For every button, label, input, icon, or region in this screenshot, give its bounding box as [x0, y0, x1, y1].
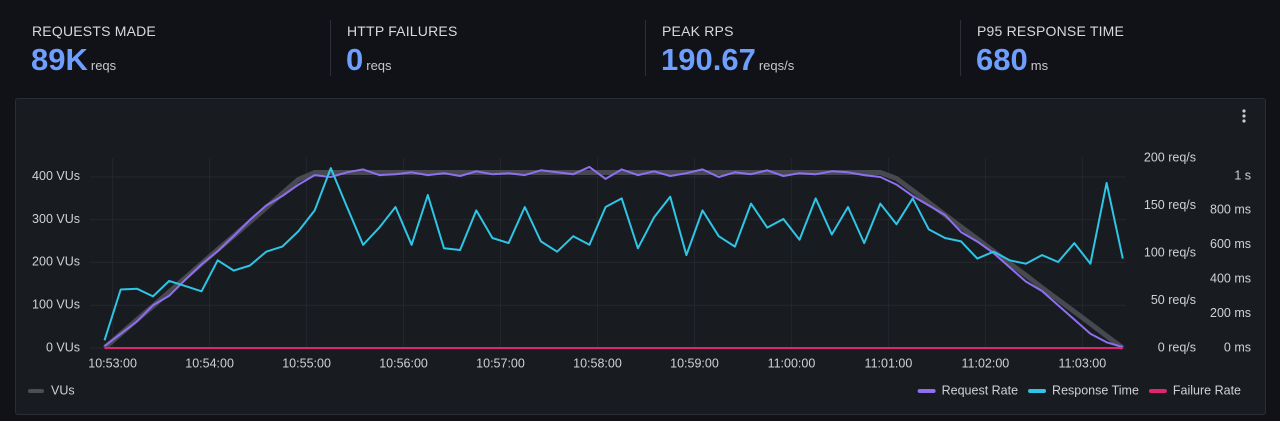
- stat-unit: reqs/s: [758, 58, 795, 73]
- x-tick-label: 11:00:00: [768, 356, 816, 370]
- stat-value-row: 89K reqs: [31, 42, 116, 78]
- y2-tick-label: 0 req/s: [1158, 340, 1196, 354]
- stats-bar: REQUESTS MADE 89K reqs HTTP FAILURES 0 req…: [0, 0, 1280, 90]
- menu-dot: [1242, 119, 1246, 123]
- stat-card: HTTP FAILURES 0 reqs: [329, 14, 629, 80]
- x-tick-label: 10:59:00: [670, 356, 719, 370]
- stat-value: 89K: [31, 42, 88, 77]
- x-tick-label: 11:03:00: [1058, 356, 1106, 370]
- stat-value-row: 0 reqs: [346, 42, 392, 78]
- x-tick-label: 11:01:00: [865, 356, 913, 370]
- stat-value-row: 190.67 reqs/s: [661, 42, 794, 78]
- x-tick-label: 10:56:00: [379, 356, 428, 370]
- stat-value-row: 680 ms: [976, 42, 1048, 78]
- x-tick-label: 11:02:00: [962, 356, 1010, 370]
- y-tick-label: 300 VUs: [32, 212, 80, 226]
- x-tick-label: 10:54:00: [185, 356, 234, 370]
- y2-tick-label: 200 req/s: [1144, 150, 1196, 164]
- x-tick-label: 10:53:00: [88, 356, 137, 370]
- y-tick-label: 200 VUs: [32, 255, 80, 269]
- stat-card: P95 RESPONSE TIME 680 ms: [959, 14, 1259, 80]
- y-tick-label: 100 VUs: [32, 298, 80, 312]
- y3-tick-label: 600 ms: [1210, 237, 1251, 251]
- separator: [960, 20, 961, 76]
- stat-card: PEAK RPS 190.67 reqs/s: [644, 14, 944, 80]
- legend-label: Response Time: [1052, 383, 1139, 397]
- stat-label: HTTP FAILURES: [347, 23, 458, 39]
- chart-panel: [15, 98, 1266, 415]
- y2-tick-label: 50 req/s: [1151, 293, 1196, 307]
- series-line: [103, 167, 1124, 341]
- stat-unit: reqs: [90, 58, 117, 73]
- separator: [645, 20, 646, 76]
- legend-label: VUs: [51, 383, 75, 397]
- y3-tick-label: 800 ms: [1210, 203, 1251, 217]
- y-tick-label: 0 VUs: [46, 340, 80, 354]
- stat-value: 190.67: [661, 42, 756, 77]
- stat-unit: reqs: [366, 58, 392, 73]
- stat-card: REQUESTS MADE 89K reqs: [14, 14, 314, 80]
- stat-label: P95 RESPONSE TIME: [977, 23, 1125, 39]
- y3-tick-label: 1 s: [1234, 168, 1251, 182]
- menu-dot: [1242, 114, 1246, 118]
- y3-tick-label: 0 ms: [1224, 340, 1251, 354]
- series-line: [103, 165, 1124, 349]
- separator: [330, 20, 331, 76]
- y2-tick-label: 100 req/s: [1144, 245, 1196, 259]
- menu-dot: [1242, 109, 1246, 113]
- y3-tick-label: 200 ms: [1210, 306, 1251, 320]
- legend-label: Request Rate: [942, 383, 1018, 397]
- x-tick-label: 10:55:00: [282, 356, 331, 370]
- y2-tick-label: 150 req/s: [1144, 198, 1196, 212]
- stat-label: REQUESTS MADE: [32, 23, 156, 39]
- x-tick-label: 10:57:00: [476, 356, 525, 370]
- panel-menu[interactable]: [1242, 109, 1246, 123]
- x-tick-label: 10:58:00: [573, 356, 622, 370]
- stat-unit: ms: [1030, 58, 1049, 73]
- stat-value: 0: [346, 42, 364, 77]
- legend-label: Failure Rate: [1173, 383, 1241, 397]
- stat-value: 680: [976, 42, 1028, 77]
- y3-tick-label: 400 ms: [1210, 272, 1251, 286]
- stat-label: PEAK RPS: [662, 23, 734, 39]
- y-tick-label: 400 VUs: [32, 169, 80, 183]
